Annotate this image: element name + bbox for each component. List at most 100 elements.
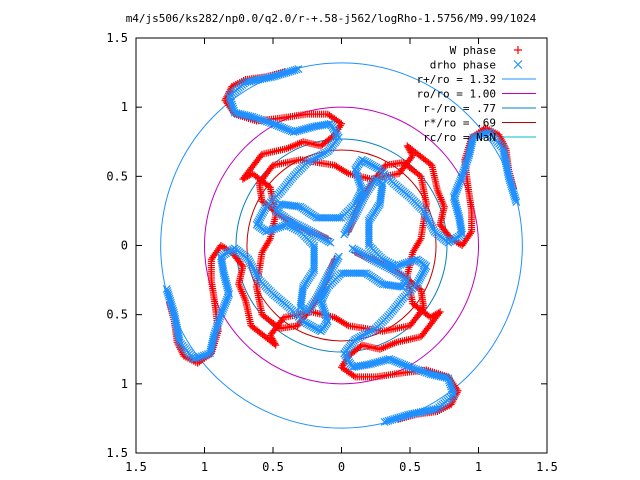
drho-phase-point [362, 329, 371, 338]
drho-phase-point [387, 265, 396, 274]
drho-phase-point [427, 222, 436, 230]
drho-phase-point [252, 270, 261, 279]
drho-phase-point [428, 223, 437, 232]
drho-phase-point [307, 156, 315, 165]
w-phase-point [326, 111, 334, 119]
axis-ticks: 1.5 1 0.5 0 0.5 1 1.51.510.500.511.5 [106, 31, 558, 474]
drho-phase-point [321, 311, 330, 320]
drho-phase-point [162, 285, 171, 293]
drho-phase-point [214, 316, 223, 325]
y-tick-label: 0.5 [106, 308, 128, 322]
drho-phase-point [421, 210, 430, 219]
chart-title: m4/js506/ks282/np0.0/q2.0/r-+.58-j562/lo… [126, 12, 537, 25]
drho-phase-point [322, 273, 331, 282]
drho-phase-point [228, 102, 237, 111]
legend-marker-swatch [514, 46, 522, 54]
drho-phase-point [292, 225, 301, 234]
drho-phase-point [310, 154, 319, 163]
drho-phase-point [212, 323, 221, 332]
drho-phase-point [356, 180, 364, 188]
drho-phase-point [445, 376, 453, 385]
reference-circle-0 [160, 62, 523, 429]
drho-phase-point [213, 321, 222, 329]
drho-phase-point [419, 206, 428, 215]
x-tick-label: 0.5 [262, 460, 284, 474]
drho-phase-point [230, 108, 239, 117]
legend-label: drho phase [430, 59, 496, 72]
x-tick-label: 1.5 [125, 460, 147, 474]
drho-phase-point [371, 324, 380, 333]
drho-phase-point [308, 155, 317, 164]
drho-phase-point [511, 196, 520, 204]
drho-phase-point [322, 313, 331, 322]
drho-phase-point [364, 328, 373, 337]
reference-circle-1 [204, 106, 479, 385]
w-phase-point [410, 247, 418, 255]
drho-phase-point [358, 331, 367, 340]
drho-phase-point [163, 287, 172, 295]
drho-phase-point [355, 177, 364, 186]
y-tick-label: 1 [121, 100, 128, 114]
drho-phase-point [294, 226, 303, 235]
drho-phase-point [351, 211, 360, 219]
drho-phase-point [446, 380, 455, 389]
drho-phase-point [317, 298, 326, 307]
drho-phase-point [230, 106, 238, 115]
drho-phase-point [444, 374, 453, 383]
drho-phase-point [305, 157, 314, 166]
drho-phase-point [214, 319, 223, 327]
x-tick-label: 0 [338, 460, 345, 474]
drho-phase-point [227, 98, 236, 107]
w-phase-point [209, 254, 217, 262]
drho-phase-point [319, 303, 327, 311]
drho-phase-point [292, 65, 301, 74]
drho-phase-point [255, 276, 264, 285]
drho-phase-point [458, 170, 467, 179]
drho-phase-point [462, 159, 471, 168]
legend-label: ro/ro = 1.00 [417, 88, 496, 101]
drho-phase-point [320, 307, 329, 316]
y-tick-label: 1.5 [106, 31, 128, 45]
drho-phase-point [360, 330, 369, 339]
drho-phase-point [423, 214, 432, 223]
drho-phase-point [288, 223, 297, 232]
drho-phase-point [217, 310, 225, 319]
drho-phase-point [358, 186, 366, 195]
x-tick-label: 1 [475, 460, 482, 474]
drho-phase-point [248, 262, 257, 271]
legend-label: r+/ro = 1.32 [417, 73, 496, 86]
x-tick-label: 1 [201, 460, 208, 474]
drho-phase-point [354, 175, 363, 184]
y-tick-label: 0.5 [106, 169, 128, 183]
drho-phase-point [216, 312, 225, 321]
drho-phase-point [353, 171, 362, 180]
drho-phase-point [321, 309, 329, 318]
drho-phase-point [312, 153, 321, 162]
drho-phase-point [512, 198, 521, 206]
w-phase-point [265, 236, 273, 244]
drho-phase-point [318, 150, 327, 159]
drho-phase-point [425, 218, 434, 227]
drho-phase-point [296, 227, 305, 236]
drho-phase-point [447, 382, 456, 391]
drho-phase-point [460, 164, 469, 172]
drho-phase-point [251, 268, 260, 277]
drho-phase-point [246, 259, 255, 268]
drho-phase-point [366, 327, 375, 336]
y-tick-label: 1.5 [106, 446, 128, 460]
drho-phase-point [253, 272, 262, 281]
w-phase-point [332, 314, 340, 322]
drho-phase-point [229, 104, 238, 113]
drho-phase-point [461, 162, 470, 170]
drho-phase-point [294, 65, 303, 73]
drho-phase-point [249, 264, 258, 273]
y-tick-label: 1 [121, 377, 128, 391]
drho-phase-point [380, 418, 389, 426]
drho-phase-point [462, 157, 471, 166]
drho-phase-point [317, 296, 325, 305]
drho-phase-point [463, 155, 472, 164]
drho-phase-point [290, 224, 299, 233]
data-points [162, 65, 521, 426]
w-phase-point [349, 372, 357, 380]
